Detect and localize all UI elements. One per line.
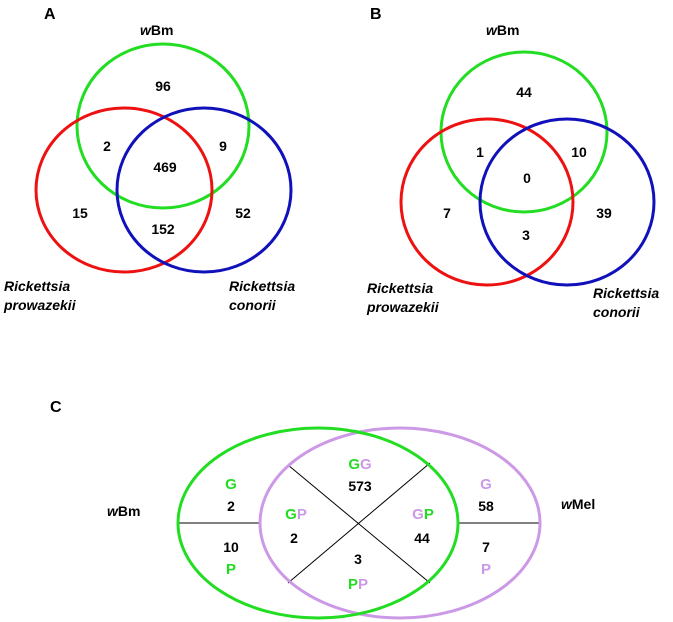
panel-b-count-wbm-rp: 1: [476, 144, 484, 160]
panel-a-count-rp-only: 15: [72, 205, 88, 221]
panel-a: A wBm 96 2 9 469 15 152 52 Rickettsia pr…: [3, 6, 295, 313]
panel-a-label: A: [44, 6, 56, 23]
panel-a-conorii-label-line2: conorii: [229, 297, 277, 313]
panel-a-conorii-label-line1: Rickettsia: [229, 278, 295, 294]
panel-c: C wBm wMel G 2 10 P GG 573 GP 2 GP 44 3 …: [50, 399, 595, 620]
panel-c-pp-letters: PP: [348, 576, 368, 593]
panel-b-count-wbm-only: 44: [516, 84, 532, 100]
panel-c-gg-letters: GG: [348, 456, 371, 473]
panel-a-count-rc-only: 52: [235, 205, 251, 221]
panel-c-count-wmel-p: 7: [482, 539, 490, 555]
panel-c-wbm-g-letter: G: [225, 476, 237, 493]
panel-b-conorii-label-line2: conorii: [593, 304, 641, 320]
panel-b-count-rc-only: 39: [596, 205, 612, 221]
panel-c-wmel-label: wMel: [561, 496, 595, 512]
panel-b-count-rp-only: 7: [443, 205, 451, 221]
panel-a-count-rp-rc: 152: [151, 221, 175, 237]
panel-c-count-wbm-g: 2: [227, 498, 235, 514]
panel-b-label: B: [370, 6, 382, 23]
panel-b-wbm-circle: [439, 50, 609, 214]
panel-b-prowazekii-label-line2: prowazekii: [366, 299, 440, 315]
panel-b-prowazekii-label-line1: Rickettsia: [367, 280, 433, 296]
panel-c-wmel-g-letter: G: [480, 476, 492, 493]
panel-a-wbm-label: wBm: [140, 22, 173, 38]
panel-b-prowazekii-circle: [399, 117, 575, 287]
panel-a-count-wbm-only: 96: [155, 78, 171, 94]
panel-a-conorii-circle: [115, 106, 293, 274]
panel-c-label: C: [50, 399, 62, 416]
panel-c-wbm-ellipse: [176, 426, 460, 620]
panel-c-count-wbm-p: 10: [223, 539, 239, 555]
panel-a-prowazekii-label-line2: prowazekii: [3, 297, 77, 313]
panel-b-conorii-label-line1: Rickettsia: [593, 285, 659, 301]
panel-b-conorii-circle: [478, 117, 656, 287]
panel-c-count-gp-left: 2: [290, 530, 298, 546]
panel-c-wmel-ellipse: [258, 426, 542, 620]
panel-c-count-wmel-g: 58: [478, 498, 494, 514]
panel-b-wbm-label: wBm: [486, 22, 519, 38]
panel-c-diagonal-1: [287, 464, 431, 584]
panel-c-count-pp: 3: [354, 551, 362, 567]
panel-a-wbm-circle: [75, 42, 251, 210]
panel-c-wbm-label: wBm: [107, 503, 140, 519]
panel-a-prowazekii-circle: [34, 106, 214, 274]
panel-a-prowazekii-label-line1: Rickettsia: [4, 278, 70, 294]
panel-c-gp-left-letters: GP: [285, 506, 307, 523]
panel-b-count-wbm-rc: 10: [571, 144, 587, 160]
panel-b-count-all: 0: [523, 170, 531, 186]
panel-b-count-rp-rc: 3: [522, 227, 530, 243]
panel-c-count-gg: 573: [348, 478, 372, 494]
panel-c-count-gp-right: 44: [414, 530, 430, 546]
panel-c-wbm-p-letter: P: [226, 561, 236, 578]
panel-b: B wBm 44 1 10 0 7 3 39 Rickettsia prowaz…: [366, 6, 659, 320]
panel-c-diagonal-2: [287, 462, 431, 584]
panel-a-count-wbm-rp: 2: [103, 138, 111, 154]
panel-c-gp-right-letters: GP: [412, 506, 434, 523]
panel-a-count-all: 469: [153, 159, 177, 175]
panel-a-count-wbm-rc: 9: [219, 138, 227, 154]
panel-c-wmel-p-letter: P: [481, 561, 491, 578]
